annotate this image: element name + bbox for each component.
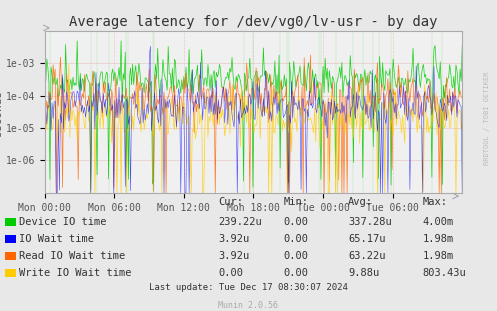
Text: 337.28u: 337.28u xyxy=(348,217,392,227)
Text: 0.00: 0.00 xyxy=(283,251,308,261)
Text: Read IO Wait time: Read IO Wait time xyxy=(19,251,125,261)
Text: 4.00m: 4.00m xyxy=(422,217,454,227)
Text: 0.00: 0.00 xyxy=(219,268,244,278)
Text: 1.98m: 1.98m xyxy=(422,251,454,261)
Text: 3.92u: 3.92u xyxy=(219,234,250,244)
Text: 65.17u: 65.17u xyxy=(348,234,385,244)
Text: Avg:: Avg: xyxy=(348,197,373,207)
Text: 1.98m: 1.98m xyxy=(422,234,454,244)
Text: 803.43u: 803.43u xyxy=(422,268,466,278)
Title: Average latency for /dev/vg0/lv-usr - by day: Average latency for /dev/vg0/lv-usr - by… xyxy=(69,15,438,29)
Text: Cur:: Cur: xyxy=(219,197,244,207)
Text: Last update: Tue Dec 17 08:30:07 2024: Last update: Tue Dec 17 08:30:07 2024 xyxy=(149,283,348,292)
Text: RRDTOOL / TOBI OETIKER: RRDTOOL / TOBI OETIKER xyxy=(484,72,490,165)
Text: 0.00: 0.00 xyxy=(283,268,308,278)
Text: Munin 2.0.56: Munin 2.0.56 xyxy=(219,301,278,310)
Text: 0.00: 0.00 xyxy=(283,217,308,227)
Y-axis label: seconds: seconds xyxy=(0,88,3,136)
Text: Device IO time: Device IO time xyxy=(19,217,106,227)
Text: 3.92u: 3.92u xyxy=(219,251,250,261)
Text: Write IO Wait time: Write IO Wait time xyxy=(19,268,131,278)
Text: 0.00: 0.00 xyxy=(283,234,308,244)
Text: Max:: Max: xyxy=(422,197,447,207)
Text: 9.88u: 9.88u xyxy=(348,268,379,278)
Text: 63.22u: 63.22u xyxy=(348,251,385,261)
Text: 239.22u: 239.22u xyxy=(219,217,262,227)
Text: Min:: Min: xyxy=(283,197,308,207)
Text: IO Wait time: IO Wait time xyxy=(19,234,94,244)
